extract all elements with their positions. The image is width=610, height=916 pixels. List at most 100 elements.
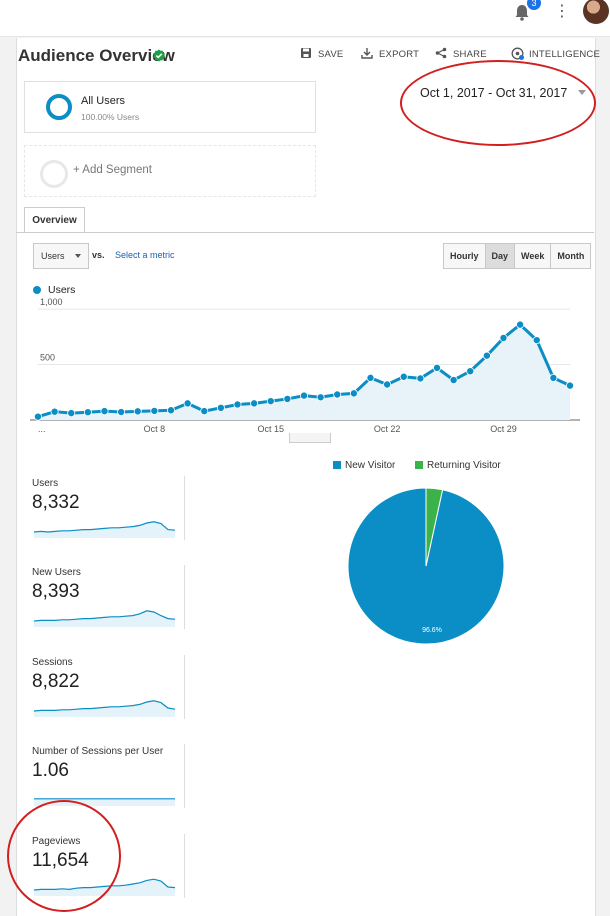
add-segment-slot[interactable] [24,145,316,197]
metric-value: 8,332 [32,492,80,513]
sparkline-line [33,700,176,712]
metric-divider [184,834,185,898]
granularity-hourly[interactable]: Hourly [444,244,486,268]
tab-overview[interactable]: Overview [24,207,85,233]
data-point [316,393,325,402]
share-button[interactable]: SHARE [435,47,487,60]
data-point [566,381,575,390]
metric-value: 1.06 [32,760,69,781]
users-legend-swatch [33,286,41,294]
sparkline-area [34,610,175,627]
data-point [299,391,308,400]
data-point [133,407,142,416]
metric-card-sessions[interactable]: Sessions 8,822 [32,657,182,717]
pie-slice-returning-visitor [425,487,444,567]
versus-label: vs. [92,250,105,260]
data-point [166,406,175,415]
metric-divider [184,565,185,629]
notifications-bell-icon[interactable] [512,2,532,22]
chart-resize-handle[interactable] [289,433,331,443]
segment-name: All Users [81,95,126,107]
metric-value: 8,393 [32,581,80,602]
x-tick-label: Oct 29 [490,424,517,434]
empty-segment-icon [40,160,68,188]
legend-new-visitor: New Visitor [333,460,395,471]
segment-ring-icon [46,94,72,120]
data-point [416,374,425,383]
metric-label: Users [32,478,59,489]
sparkline-line [33,521,176,533]
data-point [449,376,458,385]
data-point [349,389,358,398]
more-options-icon[interactable]: ⋮ [554,3,570,20]
highlight-annotation [400,60,596,146]
share-icon [435,47,447,59]
data-point [432,363,441,372]
data-point [399,372,408,381]
segment-percentage: 100.00% Users [81,112,140,122]
metric-select[interactable]: Users [33,243,89,269]
legend-returning-visitor-label: Returning Visitor [427,460,501,471]
add-segment-button[interactable]: + Add Segment [73,164,152,176]
metric-divider [184,744,185,808]
x-tick-label: Oct 8 [144,424,166,434]
pie-slice-label: 96.6% [422,627,442,634]
metric-card-number-of-sessions-per-user[interactable]: Number of Sessions per User 1.06 [32,746,182,806]
sparkline-area [34,700,175,717]
metric-sparkline [33,700,176,717]
users-legend-label: Users [48,284,76,296]
metric-card-users[interactable]: Users 8,332 [32,478,182,538]
metric-divider [184,655,185,719]
data-point [283,394,292,403]
export-label: EXPORT [379,49,420,60]
granularity-day[interactable]: Day [485,244,516,268]
select-metric-link[interactable]: Select a metric [115,250,175,260]
data-point [233,400,242,409]
verified-check-icon [153,49,165,62]
data-point [200,407,209,416]
chevron-down-icon [75,254,81,258]
metric-value: 8,822 [32,671,80,692]
new-visitor-swatch [333,461,341,469]
save-label: SAVE [318,49,344,60]
data-point [466,367,475,376]
export-icon [361,48,373,59]
tab-underline [16,232,594,233]
visitor-pie-chart: 96.6% [347,487,505,645]
save-button[interactable]: SAVE [301,48,344,60]
granularity-week[interactable]: Week [515,244,552,268]
sparkline-line [33,610,176,622]
granularity-toggle: Hourly Day Week Month [443,243,592,269]
sparkline-area [34,521,175,538]
data-point [366,373,375,382]
x-tick-label: Oct 15 [257,424,284,434]
data-point [266,397,275,406]
data-point [250,399,259,408]
metric-label: Number of Sessions per User [32,746,164,757]
data-point [83,408,92,417]
granularity-month[interactable]: Month [551,244,591,268]
data-point [333,390,342,399]
metric-label: New Users [32,567,81,578]
share-label: SHARE [453,49,487,60]
x-tick-label: Oct 22 [374,424,401,434]
data-point [117,408,126,417]
data-point [34,412,42,421]
metric-card-new-users[interactable]: New Users 8,393 [32,567,182,627]
data-point [216,403,225,412]
x-tick-label: ... [38,424,46,434]
metric-select-value: Users [41,251,65,261]
intelligence-icon [511,47,524,60]
segment-all-users[interactable] [24,81,316,133]
data-point [532,336,541,345]
data-point [183,399,192,408]
data-point [549,373,558,382]
data-point [50,407,59,416]
y-tick-label: 500 [40,353,55,363]
intelligence-button[interactable]: INTELLIGENCE [511,47,600,60]
export-button[interactable]: EXPORT [361,48,420,60]
account-avatar[interactable] [583,0,609,24]
metric-sparkline [33,610,176,627]
metric-sparkline [33,521,176,538]
returning-visitor-swatch [415,461,423,469]
